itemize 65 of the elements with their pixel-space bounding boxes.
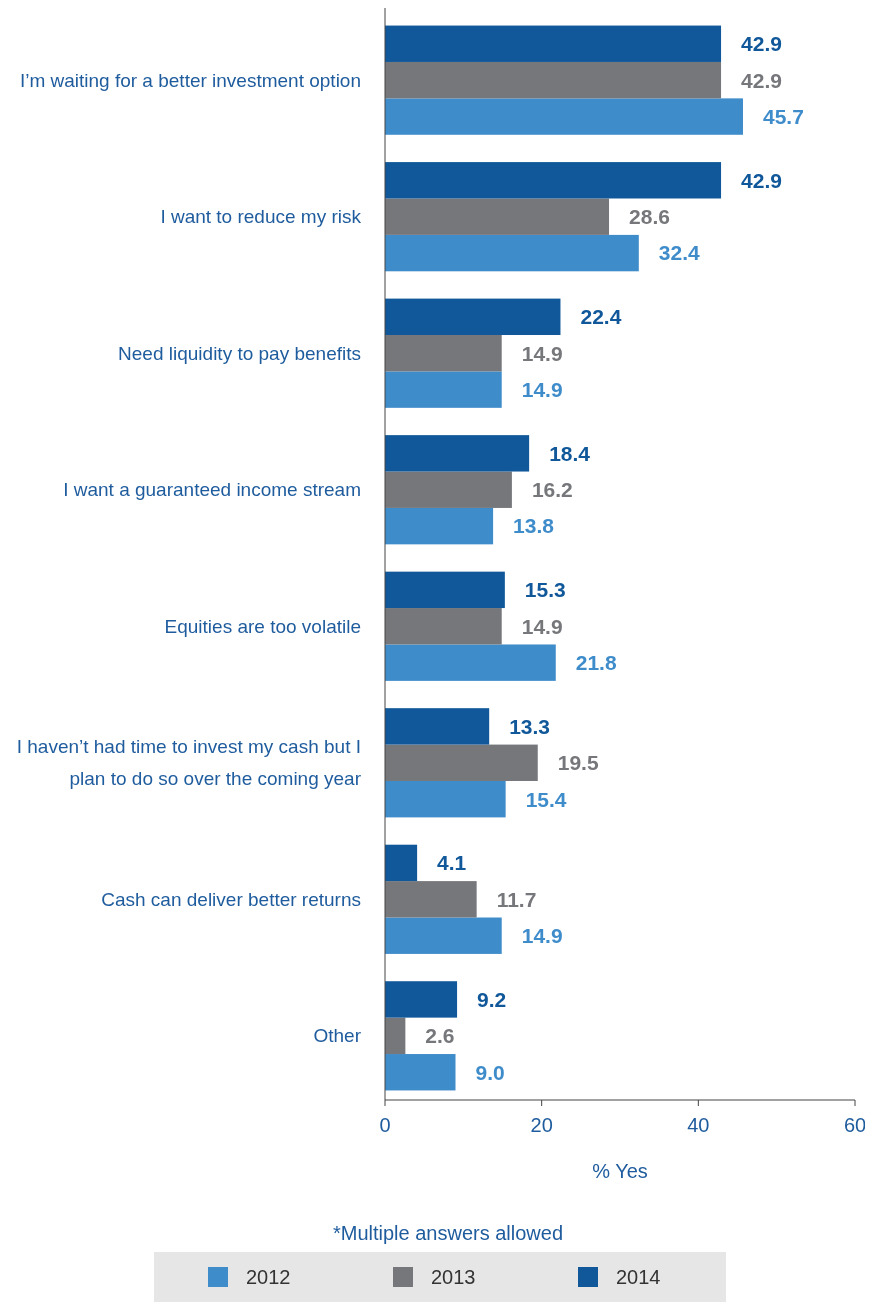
y-tick-label: I haven’t had time to invest my cash but I plan to do so over the coming year (16, 736, 362, 790)
x-axis-title: % Yes (592, 1160, 648, 1182)
x-tick-label: 20 (530, 1114, 553, 1136)
x-tick-label: 40 (687, 1114, 710, 1136)
data-label: 9.0 (475, 1060, 505, 1084)
bar (385, 608, 502, 645)
bar (385, 25, 722, 62)
data-label: 15.3 (524, 578, 566, 602)
data-label: 15.4 (525, 787, 567, 811)
data-label: 42.9 (741, 168, 782, 192)
data-label: 2.6 (425, 1024, 455, 1048)
data-label: 32.4 (658, 241, 700, 265)
data-label: 13.8 (513, 514, 555, 538)
bar (385, 471, 512, 508)
x-tick-label: 60 (843, 1114, 867, 1136)
data-label: 14.9 (521, 377, 563, 401)
data-label: 18.4 (549, 441, 591, 465)
bar (385, 435, 530, 472)
bar (385, 1054, 456, 1091)
y-tick-label: Cash can deliver better returns (101, 888, 361, 910)
data-label: 16.2 (531, 478, 573, 502)
y-tick-label: I want a guaranteed income stream (63, 479, 361, 501)
bar (385, 644, 556, 681)
bar (385, 234, 639, 272)
y-tick-label: Need liquidity to pay benefits (118, 342, 361, 364)
bar (385, 162, 722, 199)
bar (385, 507, 494, 545)
bar (385, 61, 722, 99)
data-label: 14.9 (521, 924, 563, 948)
data-label: 42.9 (741, 68, 782, 92)
data-label: 21.8 (575, 651, 617, 675)
bar (385, 981, 458, 1018)
legend-label: 2014 (616, 1266, 661, 1288)
data-label: 22.4 (580, 305, 622, 329)
y-tick-label: Equities are too volatile (164, 615, 361, 637)
bar (385, 298, 561, 336)
data-label: 4.1 (437, 851, 467, 875)
bar (385, 571, 505, 609)
data-label: 11.7 (496, 887, 537, 911)
bar (385, 335, 502, 372)
y-tick-label: I want to reduce my risk (160, 206, 362, 228)
bar (385, 917, 502, 954)
bar (385, 780, 506, 818)
data-label: 42.9 (741, 32, 782, 56)
bar (385, 744, 538, 781)
bar (385, 98, 743, 135)
data-label: 14.9 (521, 341, 563, 365)
data-label: 13.3 (509, 714, 551, 738)
data-label: 9.2 (477, 987, 507, 1011)
data-label: 19.5 (557, 751, 599, 775)
legend-label: 2012 (246, 1266, 291, 1288)
legend-label: 2013 (431, 1266, 476, 1288)
bar (385, 844, 418, 882)
bar (385, 198, 610, 235)
bar (385, 708, 490, 745)
y-tick-label: Other (313, 1025, 362, 1047)
data-label: 45.7 (762, 104, 804, 128)
bar (385, 371, 502, 408)
text: *Multiple answers allowed (332, 1222, 564, 1244)
bar (385, 881, 477, 918)
data-label: 28.6 (629, 205, 670, 229)
x-tick-label: 0 (379, 1114, 391, 1136)
data-label: 14.9 (521, 614, 563, 638)
bar (385, 1017, 406, 1055)
y-tick-label: I’m waiting for a better investment option (19, 69, 361, 91)
